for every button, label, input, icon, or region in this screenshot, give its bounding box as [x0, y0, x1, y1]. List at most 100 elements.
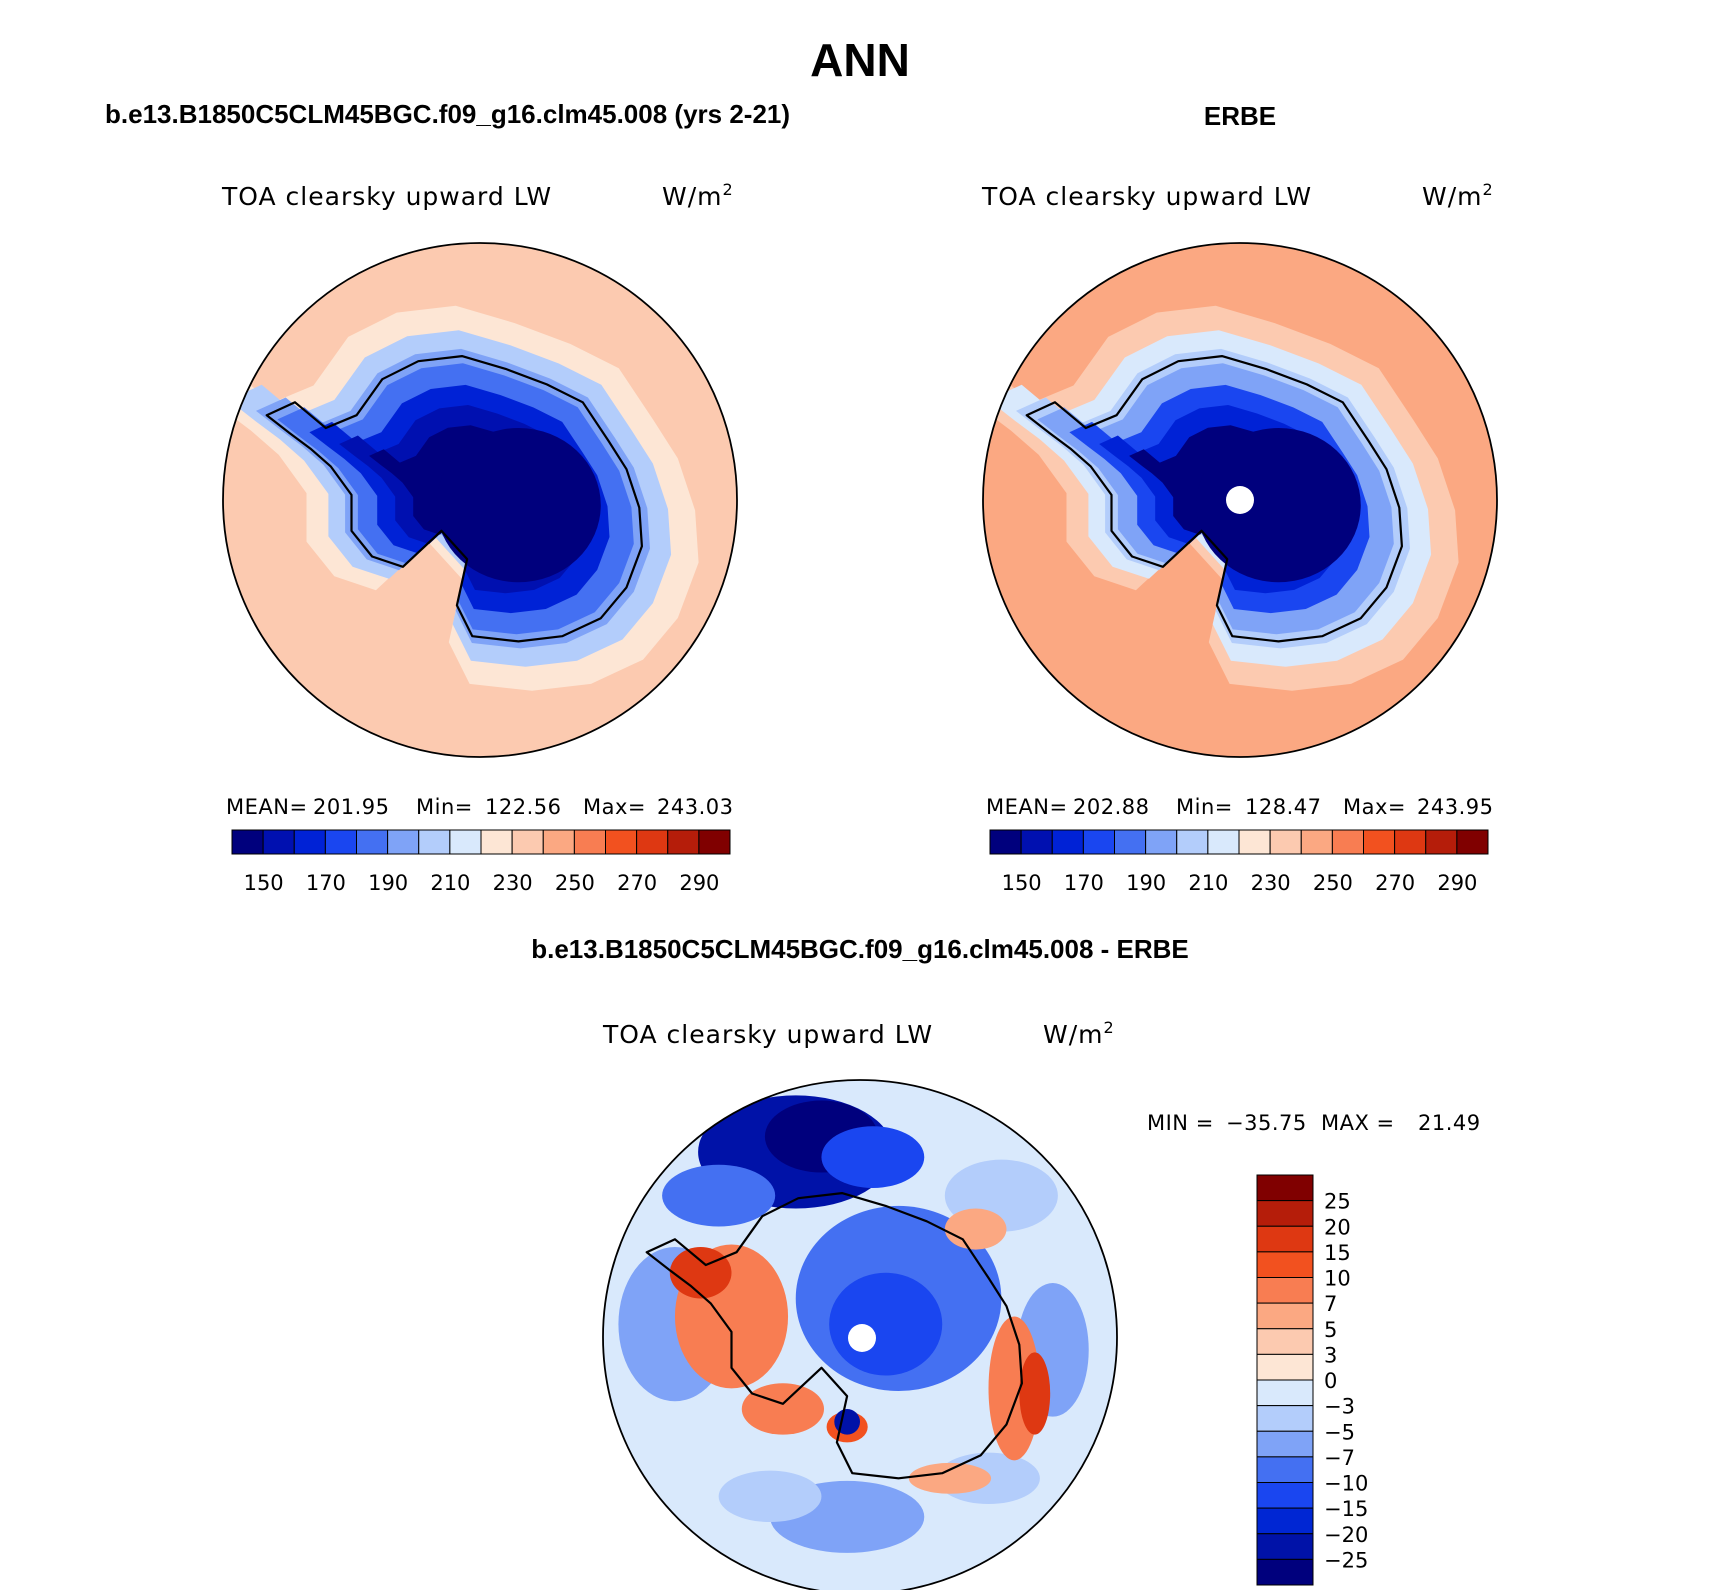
colorbar-segment	[1363, 829, 1396, 855]
colorbar-segment	[262, 829, 295, 855]
mean-value: 201.95	[313, 795, 389, 819]
min-value: −35.75	[1226, 1111, 1307, 1135]
colorbar-tick-label: 15	[1324, 1241, 1351, 1265]
mean-label: MEAN=	[226, 795, 308, 819]
colorbar-segment	[480, 829, 513, 855]
colorbar-segment	[636, 829, 669, 855]
field-ice-core	[436, 428, 601, 583]
colorbar-tick-label: 230	[1251, 871, 1291, 895]
colorbar-tick-label: 5	[1324, 1318, 1337, 1342]
colorbar-tick-label: 25	[1324, 1190, 1351, 1214]
units-text: W/m	[1043, 1020, 1104, 1049]
max-value: 243.03	[657, 795, 733, 819]
colorbar-segment	[1020, 829, 1053, 855]
figure-title: ANN	[810, 34, 910, 86]
colorbar-segment	[293, 829, 326, 855]
mean-value: 202.88	[1073, 795, 1149, 819]
min-label: Min=	[416, 795, 473, 819]
units-superscript: 2	[1104, 1018, 1115, 1037]
map-boundary	[222, 242, 738, 758]
max-label: Max=	[1343, 795, 1406, 819]
colorbar-segment	[1207, 829, 1240, 855]
colorbar-tick-label: 190	[1126, 871, 1166, 895]
min-value: 122.56	[485, 795, 561, 819]
colorbar-segment	[1145, 829, 1178, 855]
colorbar-tick-label: 10	[1324, 1267, 1351, 1291]
field-anomaly	[944, 1208, 1007, 1250]
colorbar-segment	[1256, 1379, 1314, 1407]
panel-model-header: b.e13.B1850C5CLM45BGC.f09_g16.clm45.008 …	[105, 99, 790, 129]
units-text: W/m	[662, 182, 723, 211]
panel-model-map	[222, 242, 738, 758]
min-value: 128.47	[1245, 795, 1321, 819]
colorbar-tick-label: −7	[1324, 1446, 1355, 1470]
colorbar-segment	[1256, 1533, 1314, 1560]
colorbar-segment	[1256, 1302, 1314, 1330]
field-anomaly	[821, 1126, 925, 1188]
colorbar-tick-label: 20	[1324, 1215, 1351, 1239]
colorbar-tick-label: −25	[1324, 1548, 1368, 1572]
colorbar-segment	[1176, 829, 1209, 855]
units-superscript: 2	[1483, 180, 1494, 199]
colorbar-segment	[1256, 1353, 1314, 1381]
colorbar-segment	[1256, 1200, 1314, 1227]
colorbar-tick-label: 290	[1437, 871, 1477, 895]
field-anomaly	[834, 1408, 861, 1435]
panel-obs-units: W/m2	[1422, 180, 1494, 211]
units-superscript: 2	[723, 180, 734, 199]
max-value: 243.95	[1417, 795, 1493, 819]
antarctica-coastline	[265, 355, 643, 643]
colorbar-segment	[511, 829, 544, 855]
max-label: MAX =	[1321, 1111, 1395, 1135]
field-anomaly	[908, 1462, 992, 1494]
panel-obs-map	[982, 242, 1498, 758]
field-anomaly	[669, 1247, 732, 1299]
colorbar-segment	[1256, 1174, 1314, 1202]
colorbar-segment	[573, 829, 606, 855]
panel-model-variable: TOA clearsky upward LW	[221, 182, 552, 211]
colorbar-segment	[667, 829, 700, 855]
colorbar-tick-label: −15	[1324, 1497, 1368, 1521]
colorbar-segment	[1051, 829, 1084, 855]
colorbar-tick-label: 170	[1064, 871, 1104, 895]
field-anomaly	[829, 1272, 943, 1376]
colorbar-segment	[1114, 829, 1147, 855]
colorbar-segment	[1300, 829, 1333, 855]
colorbar-segment	[1394, 829, 1427, 855]
colorbar-tick-label: −10	[1324, 1472, 1368, 1496]
colorbar-tick-label: 0	[1324, 1369, 1337, 1393]
field-anomaly	[1019, 1352, 1051, 1435]
min-label: MIN =	[1147, 1111, 1214, 1135]
field-anomaly	[662, 1164, 776, 1227]
colorbar-segment	[231, 829, 264, 855]
max-value: 21.49	[1418, 1111, 1481, 1135]
pole-hole	[848, 1324, 876, 1352]
antarctica-coastline	[645, 1192, 1023, 1480]
colorbar-segment	[1331, 829, 1364, 855]
field-anomaly	[718, 1470, 822, 1523]
colorbar-segment	[1082, 829, 1115, 855]
colorbar-tick-label: 250	[555, 871, 595, 895]
colorbar-tick-label: 270	[1375, 871, 1415, 895]
colorbar-segment	[1425, 829, 1458, 855]
colorbar-segment	[1256, 1405, 1314, 1432]
colorbar-tick-label: 150	[1002, 871, 1042, 895]
panel-obs-colorbar: 150 170 190 210 230 250 270 290	[989, 829, 1489, 895]
units-text: W/m	[1422, 182, 1483, 211]
diff-panel-units: W/m2	[1043, 1018, 1115, 1049]
colorbar-segment	[1256, 1507, 1314, 1535]
colorbar-segment	[1238, 829, 1271, 855]
colorbar-tick-label: −20	[1324, 1523, 1368, 1547]
max-label: Max=	[583, 795, 646, 819]
colorbar-segment	[1256, 1456, 1314, 1483]
colorbar-segment	[1456, 829, 1489, 855]
colorbar-segment	[542, 829, 575, 855]
colorbar-tick-label: −3	[1324, 1395, 1355, 1419]
colorbar-tick-label: −5	[1324, 1420, 1355, 1444]
diff-panel-header: b.e13.B1850C5CLM45BGC.f09_g16.clm45.008 …	[531, 934, 1189, 964]
colorbar-segment	[418, 829, 451, 855]
panel-model-units: W/m2	[662, 180, 734, 211]
map-boundary	[602, 1079, 1118, 1590]
